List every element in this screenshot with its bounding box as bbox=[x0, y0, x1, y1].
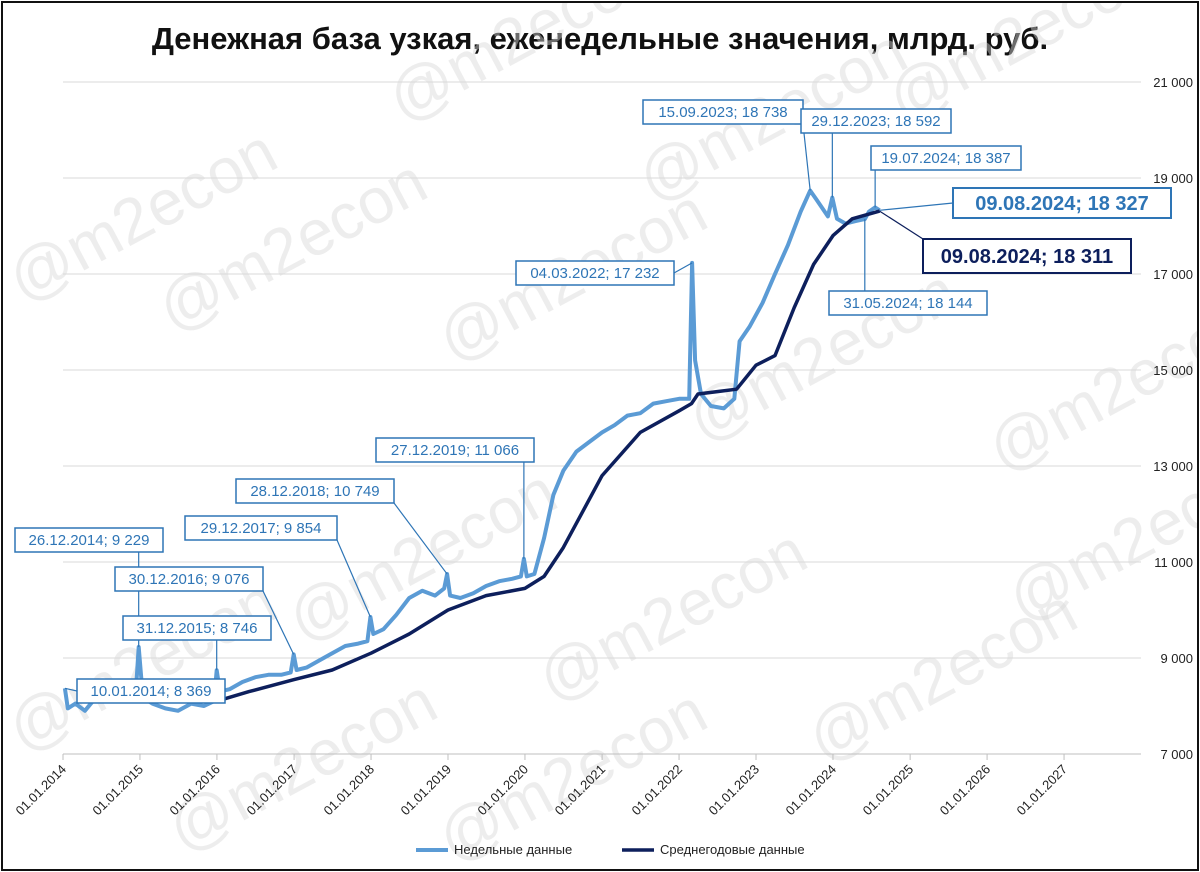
annotation-label: 26.12.2014; 9 229 bbox=[29, 532, 150, 549]
x-tick-label: 01.01.2015 bbox=[89, 762, 146, 819]
annotation-leader bbox=[879, 202, 954, 211]
annotation-leader bbox=[879, 210, 924, 240]
annotation-label: 09.08.2024; 18 327 bbox=[975, 193, 1149, 215]
y-tick-label: 19 000 bbox=[1153, 171, 1193, 186]
annotation-box bbox=[870, 145, 1022, 171]
annotation-label: 28.12.2018; 10 749 bbox=[250, 483, 379, 500]
x-tick-label: 01.01.2014 bbox=[12, 762, 69, 819]
annotation-label: 30.12.2016; 9 076 bbox=[129, 571, 250, 588]
annotation-box bbox=[375, 437, 535, 463]
annotation-label: 29.12.2023; 18 592 bbox=[811, 113, 940, 130]
annotation-leader bbox=[393, 502, 448, 575]
watermark-text: @m2econ bbox=[976, 284, 1197, 485]
annotation-box bbox=[642, 99, 804, 125]
annotation-box bbox=[922, 238, 1132, 274]
annotation-label: 15.09.2023; 18 738 bbox=[658, 104, 787, 121]
annotation-label: 09.08.2024; 18 311 bbox=[941, 246, 1113, 268]
x-tick-label: 01.01.2024 bbox=[782, 762, 839, 819]
grid-layer bbox=[63, 81, 1141, 659]
annotation-box bbox=[828, 290, 988, 316]
legend-label: Недельные данные bbox=[454, 842, 572, 857]
annotation-leader bbox=[262, 590, 295, 655]
y-tick-label: 15 000 bbox=[1153, 363, 1193, 378]
annotation-box bbox=[76, 678, 226, 704]
annotation-label: 27.12.2019; 11 066 bbox=[391, 442, 519, 459]
watermark-text: @m2econ bbox=[3, 564, 288, 765]
annotation-box bbox=[114, 566, 264, 592]
annotation-label: 31.05.2024; 18 144 bbox=[843, 295, 972, 312]
line-chart: @m2econ@m2econ@m2econ@m2econ@m2econ@m2ec… bbox=[3, 3, 1197, 869]
x-tick-label: 01.01.2026 bbox=[937, 762, 994, 819]
annotation-leader bbox=[336, 539, 371, 618]
y-tick-label: 21 000 bbox=[1153, 75, 1193, 90]
legend-label: Среднегодовые данные bbox=[660, 842, 805, 857]
annotation-box bbox=[14, 527, 164, 553]
y-tick-label: 9 000 bbox=[1160, 651, 1193, 666]
watermark-text: @m2econ bbox=[676, 254, 968, 455]
x-tick-label: 01.01.2023 bbox=[706, 762, 763, 819]
x-tick-label: 01.01.2027 bbox=[1014, 762, 1071, 819]
annotation-label: 29.12.2017; 9 854 bbox=[201, 520, 322, 537]
legend: Недельные данные Среднегодовые данные bbox=[416, 842, 805, 857]
watermark-text: @m2econ bbox=[376, 3, 668, 135]
series-line-2 bbox=[216, 209, 881, 703]
annotation-label: 04.03.2022; 17 232 bbox=[530, 265, 659, 282]
annotation-leader bbox=[673, 262, 693, 274]
annotation-box bbox=[800, 108, 952, 134]
annotation-label: 10.01.2014; 8 369 bbox=[91, 683, 212, 700]
y-tick-label: 7 000 bbox=[1160, 747, 1193, 762]
annotation-label: 31.12.2015; 8 746 bbox=[137, 620, 258, 637]
annotation-box bbox=[515, 260, 675, 286]
annotation-box bbox=[952, 187, 1172, 219]
x-tick-label: 01.01.2025 bbox=[860, 762, 917, 819]
annotation-box bbox=[184, 515, 338, 541]
series-line-1 bbox=[62, 188, 881, 713]
annotation-box bbox=[122, 615, 272, 641]
y-tick-label: 13 000 bbox=[1153, 459, 1193, 474]
y-tick-label: 11 000 bbox=[1154, 555, 1193, 570]
annotation-label: 19.07.2024; 18 387 bbox=[881, 150, 1010, 167]
y-tick-label: 17 000 bbox=[1153, 267, 1193, 282]
annotation-leader bbox=[64, 687, 78, 692]
annotation-leader bbox=[802, 123, 811, 191]
annotation-box bbox=[235, 478, 395, 504]
chart-title: Денежная база узкая, еженедельные значен… bbox=[151, 21, 1049, 56]
annotation-layer: 10.01.2014; 8 369 26.12.2014; 9 229 31.12.… bbox=[14, 99, 1172, 704]
series-layer bbox=[62, 188, 881, 713]
